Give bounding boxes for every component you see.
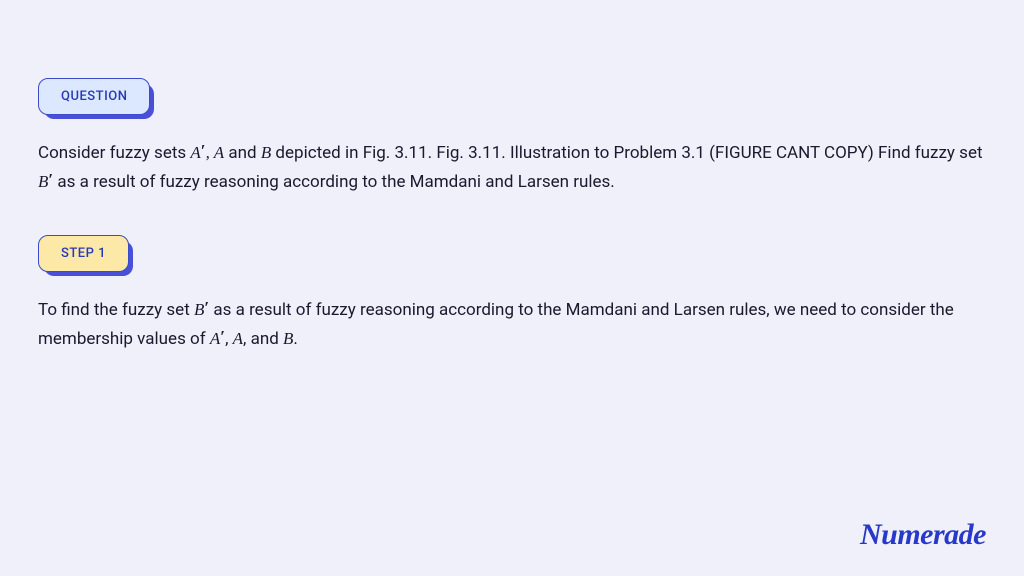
math-B-prime: B (38, 172, 48, 191)
text-segment: as a result of fuzzy reasoning according… (53, 172, 615, 192)
math-B-prime: B (194, 300, 204, 319)
step1-badge-label: STEP 1 (61, 246, 106, 261)
text-segment: and (224, 143, 261, 163)
prime-mark: ′ (201, 141, 206, 160)
step1-text: To find the fuzzy set B′ as a result of … (38, 296, 986, 354)
math-A: A (214, 143, 224, 162)
text-segment: To find the fuzzy set (38, 300, 194, 320)
question-badge-label: QUESTION (61, 89, 127, 104)
content-container: QUESTION Consider fuzzy sets A′, A and B… (0, 0, 1024, 354)
text-segment: depicted in Fig. 3.11. Fig. 3.11. Illust… (271, 143, 982, 163)
period: . (293, 329, 297, 349)
numerade-logo: Numerade (860, 518, 986, 552)
math-B: B (261, 143, 271, 162)
step1-badge: STEP 1 (38, 235, 129, 272)
math-A: A (233, 329, 243, 348)
math-A-prime: A (210, 329, 220, 348)
prime-mark: ′ (204, 298, 209, 317)
comma: , (225, 329, 233, 349)
math-B: B (283, 329, 293, 348)
math-A-prime: A (190, 143, 200, 162)
comma: , (206, 143, 214, 162)
question-text: Consider fuzzy sets A′, A and B depicted… (38, 139, 986, 197)
text-segment: Consider fuzzy sets (38, 143, 190, 163)
question-badge: QUESTION (38, 78, 150, 115)
prime-mark: ′ (48, 170, 53, 189)
prime-mark: ′ (220, 327, 225, 346)
comma-and: , and (243, 329, 283, 349)
